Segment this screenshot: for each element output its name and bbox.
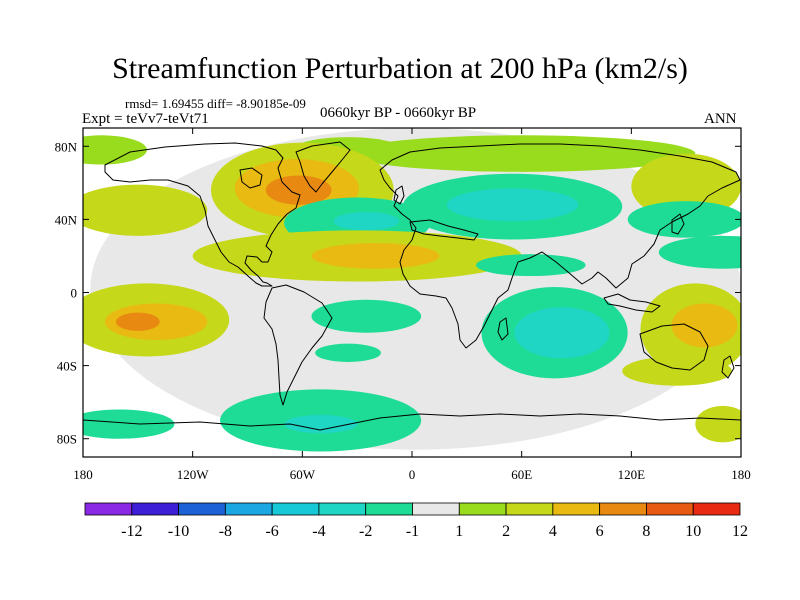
- coastline-indonesia: [603, 293, 661, 313]
- colorbar-swatch-6: [365, 502, 413, 516]
- x-tick-label-2: 60W: [290, 467, 316, 482]
- colorbar-swatch-9: [505, 502, 554, 516]
- contour-region-31: [284, 414, 358, 434]
- colorbar-label-2: -8: [219, 523, 232, 540]
- season-label: ANN: [704, 111, 737, 127]
- y-tick-label-4: 80S: [57, 432, 77, 447]
- contour-region-8: [83, 184, 208, 236]
- period-label: 0660kyr BP - 0660kyr BP: [320, 105, 477, 121]
- colorbar-label-8: 2: [502, 523, 510, 540]
- colorbar-swatch-1: [131, 502, 179, 516]
- contour-region-20: [115, 312, 160, 331]
- contour-region-10: [446, 188, 579, 222]
- colorbar-swatch-3: [224, 502, 273, 516]
- colorbar-swatch-13: [692, 502, 741, 516]
- coastline-eurasia-africa: [379, 143, 741, 349]
- coastlines: [83, 141, 741, 431]
- colorbar-label-1: -10: [168, 523, 189, 540]
- colorbar-swatch-4: [271, 502, 320, 516]
- coastline-greenland: [295, 141, 351, 193]
- colorbar-label-11: 8: [642, 523, 650, 540]
- colorbar-swatch-0: [84, 502, 133, 516]
- x-tick-label-4: 60E: [511, 467, 532, 482]
- colorbar-label-0: -12: [121, 523, 142, 540]
- contour-region-28: [315, 343, 381, 362]
- y-tick-label-0: 80N: [55, 139, 78, 154]
- coastline-hudson-bay: [239, 167, 263, 189]
- x-tick-label-6: 180: [731, 467, 751, 482]
- colorbar-label-4: -4: [312, 523, 325, 540]
- contour-region-16: [658, 235, 741, 269]
- colorbar-swatch-12: [646, 502, 694, 516]
- contour-region-29: [83, 409, 175, 439]
- colorbar-label-6: -1: [406, 523, 419, 540]
- contour-region-32: [695, 405, 741, 443]
- contour-region-24: [545, 319, 590, 346]
- y-tick-label-1: 40N: [55, 212, 78, 227]
- colorbar-swatch-7: [412, 502, 460, 516]
- colorbar-label-10: 6: [596, 523, 604, 540]
- contour-region-2: [83, 135, 147, 165]
- y-tick-label-3: 40S: [57, 359, 77, 374]
- coastline-madagascar: [497, 317, 509, 341]
- contour-region-26: [671, 303, 738, 348]
- contour-region-7: [631, 153, 741, 220]
- colorbar-label-7: 1: [455, 523, 463, 540]
- x-tick-label-1: 120W: [177, 467, 210, 482]
- coastline-mediterranean: [409, 219, 479, 241]
- colorbar-swatch-8: [458, 502, 507, 516]
- contour-region-13: [333, 212, 400, 231]
- colorbar-swatch-11: [599, 502, 647, 516]
- coastline-japan: [671, 213, 685, 235]
- contour-region-15: [311, 243, 440, 269]
- x-tick-label-3: 0: [409, 467, 416, 482]
- coastline-north-america: [104, 142, 301, 287]
- chart-title: Streamfunction Perturbation at 200 hPa (…: [112, 52, 688, 85]
- colorbar-label-9: 4: [549, 523, 557, 540]
- colorbar-label-12: 10: [685, 523, 701, 540]
- x-tick-label-5: 120E: [618, 467, 646, 482]
- y-tick-label-2: 0: [71, 286, 78, 301]
- contour-region-1: [348, 135, 696, 172]
- colorbar-swatch-5: [318, 502, 367, 516]
- rmsd-diff-stats: rmsd= 1.69455 diff= -8.90185e-09: [125, 96, 306, 111]
- coastline-new-zealand: [721, 355, 735, 379]
- contour-region-21: [311, 299, 422, 333]
- colorbar-label-5: -2: [359, 523, 372, 540]
- colorbar: -12 -10 -8 -6 -4 -2 -1 1 2 4 6 8 10 12: [84, 502, 748, 540]
- contour-region-11: [627, 201, 741, 238]
- colorbar-swatch-2: [178, 502, 226, 516]
- coastline-antarctica: [83, 413, 741, 431]
- experiment-label: Expt = teVv7-teVt71: [82, 111, 209, 127]
- colorbar-label-3: -6: [265, 523, 278, 540]
- coastline-uk: [393, 185, 405, 205]
- colorbar-swatch-10: [552, 502, 601, 516]
- map-axes: 180 120W 60W 0 60E 120E 180 80N 40N 0 40S 80S: [55, 128, 751, 482]
- coastline-south-america: [263, 284, 333, 406]
- x-tick-label-0: 180: [73, 467, 93, 482]
- contour-region-17: [475, 254, 586, 277]
- colorbar-label-13: 12: [732, 523, 748, 540]
- contour-region-27: [622, 356, 732, 386]
- coastline-australia: [639, 323, 709, 371]
- contour-field: [83, 128, 741, 452]
